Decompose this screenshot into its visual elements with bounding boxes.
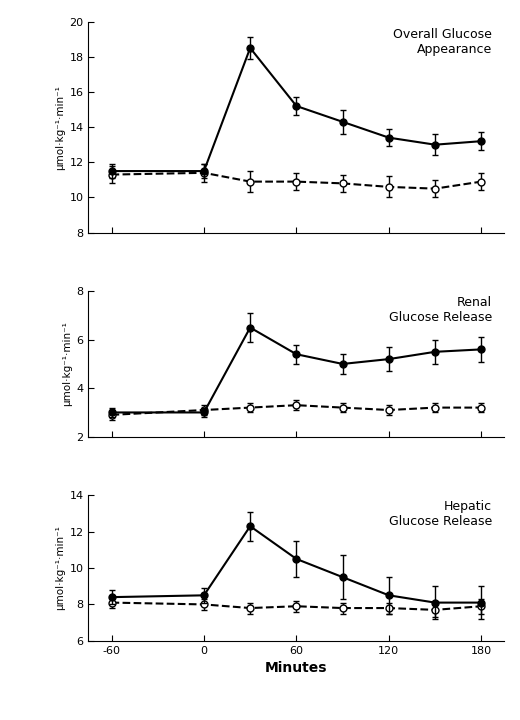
X-axis label: Minutes: Minutes <box>265 661 328 675</box>
Text: Hepatic
Glucose Release: Hepatic Glucose Release <box>388 500 492 528</box>
Text: Overall Glucose
Appearance: Overall Glucose Appearance <box>393 28 492 56</box>
Y-axis label: μmol·kg⁻¹·min⁻¹: μmol·kg⁻¹·min⁻¹ <box>62 322 72 406</box>
Y-axis label: μmol·kg⁻¹·min⁻¹: μmol·kg⁻¹·min⁻¹ <box>55 85 65 169</box>
Text: Renal
Glucose Release: Renal Glucose Release <box>388 295 492 323</box>
Y-axis label: μmol·kg⁻¹·min⁻¹: μmol·kg⁻¹·min⁻¹ <box>55 526 65 611</box>
